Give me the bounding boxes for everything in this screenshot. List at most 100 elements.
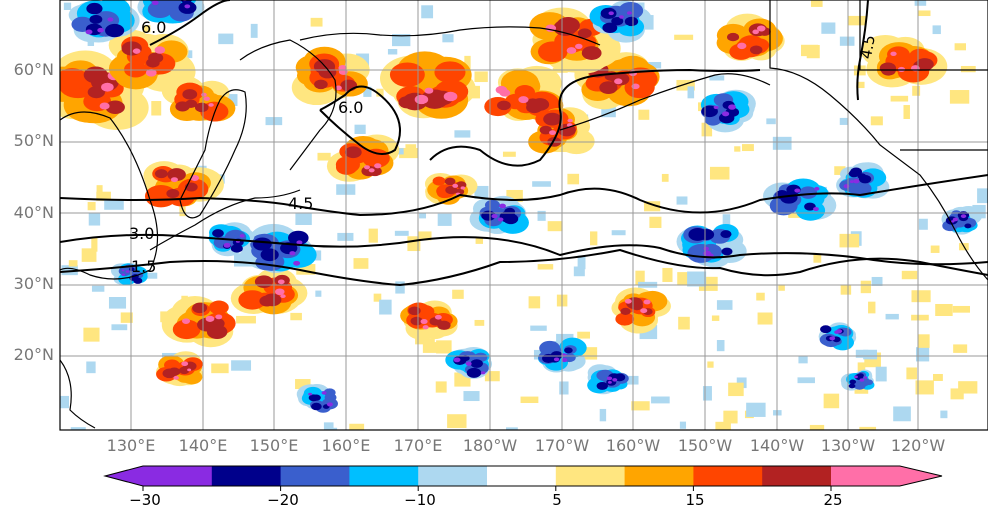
anomaly-patch: [849, 379, 857, 385]
contour-label: 3.0: [129, 224, 155, 243]
anomaly-noise: [855, 349, 869, 358]
anomaly-patch: [504, 207, 516, 216]
anomaly-noise: [798, 356, 808, 364]
anomaly-noise: [323, 422, 334, 430]
anomaly-noise: [437, 213, 452, 226]
anomaly-noise: [91, 285, 105, 292]
anomaly-noise: [911, 314, 929, 321]
anomaly-patch: [209, 300, 229, 315]
contour-line: [60, 233, 988, 266]
longitude-label: 140°W: [749, 436, 805, 455]
anomaly-patch: [703, 246, 710, 251]
anomaly-patch: [223, 242, 231, 248]
longitude-label: 170°E: [393, 436, 443, 455]
anomaly-noise: [395, 281, 405, 294]
anomaly-patch: [437, 320, 451, 330]
anomaly-noise: [806, 45, 820, 59]
anomaly-patch: [170, 177, 178, 183]
anomaly-noise: [715, 421, 731, 430]
anomaly-noise: [954, 43, 966, 51]
anomaly-noise: [953, 344, 968, 353]
map-frame: [59, 0, 988, 431]
anomaly-noise: [296, 264, 316, 275]
anomaly-patch: [581, 46, 602, 60]
anomaly-patch: [308, 392, 313, 396]
anomaly-noise: [537, 264, 554, 270]
anomaly-patch: [192, 302, 208, 314]
anomaly-patch: [173, 375, 179, 380]
anomaly-patch: [864, 376, 868, 379]
anomaly-patch: [543, 112, 562, 126]
anomaly-patch: [314, 79, 328, 90]
contour-lines: [60, 0, 988, 287]
coastline: [559, 73, 771, 131]
anomaly-patch: [499, 89, 511, 97]
anomaly-noise: [599, 408, 607, 422]
anomaly-patch: [364, 165, 370, 170]
anomaly-noise: [723, 410, 738, 424]
anomaly-noise: [236, 315, 256, 324]
anomaly-noise: [295, 213, 312, 225]
colorbar-tick-label: 5: [552, 491, 562, 509]
colorbar-tick-label: −10: [404, 491, 436, 509]
anomaly-patch: [612, 378, 618, 382]
anomaly-patch: [162, 368, 177, 379]
anomaly-noise: [91, 237, 98, 252]
anomaly-noise: [847, 15, 867, 26]
anomaly-patch: [238, 290, 267, 310]
anomaly-patch: [89, 14, 103, 24]
anomaly-noise: [464, 55, 471, 71]
anomaly-noise: [506, 427, 518, 430]
anomaly-noise: [421, 5, 434, 19]
anomaly-patch: [596, 381, 608, 390]
anomaly-noise: [772, 136, 792, 150]
anomaly-patch: [172, 319, 201, 340]
colorbar-segment: [762, 466, 832, 486]
anomaly-patch: [124, 61, 148, 78]
anomaly-noise: [662, 267, 673, 282]
anomaly-noise: [474, 319, 485, 326]
anomaly-noise: [567, 173, 580, 185]
anomaly-noise: [435, 381, 447, 393]
anomaly-noise: [890, 95, 909, 102]
anomaly-noise: [711, 315, 720, 321]
anomaly-noise: [120, 312, 133, 323]
anomaly-patch: [205, 315, 215, 322]
anomaly-noise: [354, 124, 366, 134]
coastline: [239, 39, 337, 171]
anomaly-noise: [823, 393, 840, 409]
anomaly-noise: [722, 214, 731, 229]
anomaly-patch: [443, 91, 458, 102]
anomaly-patch: [619, 15, 624, 19]
anomaly-patch: [323, 388, 336, 397]
anomaly-noise: [532, 181, 551, 187]
anomaly-noise: [376, 88, 384, 97]
anomaly-noise: [638, 109, 650, 120]
anomaly-noise: [96, 185, 103, 195]
anomaly-patch: [890, 51, 897, 57]
anomaly-patch: [445, 185, 458, 195]
anomaly-noise: [930, 245, 940, 253]
contour-label: 6.0: [338, 98, 364, 117]
anomaly-noise: [716, 340, 725, 352]
anomaly-patch: [539, 125, 552, 135]
anomaly-patch: [834, 330, 840, 334]
longitude-label: 130°E: [106, 436, 156, 455]
anomaly-patch: [618, 2, 644, 20]
anomaly-noise: [870, 116, 883, 126]
anomaly-patch: [308, 394, 319, 402]
anomaly-patch: [288, 230, 309, 246]
anomaly-patch: [577, 28, 592, 39]
anomaly-noise: [349, 423, 365, 430]
anomaly-noise: [917, 334, 930, 348]
anomaly-patch: [720, 230, 732, 238]
anomaly-noise: [746, 402, 766, 417]
anomaly-noise: [701, 122, 713, 137]
anomaly-noise: [211, 363, 229, 374]
anomaly-patch: [121, 273, 125, 276]
anomaly-patch: [374, 163, 382, 169]
latitude-label: 30°N: [13, 274, 54, 293]
coastline: [299, 26, 601, 46]
anomaly-noise: [932, 25, 941, 35]
